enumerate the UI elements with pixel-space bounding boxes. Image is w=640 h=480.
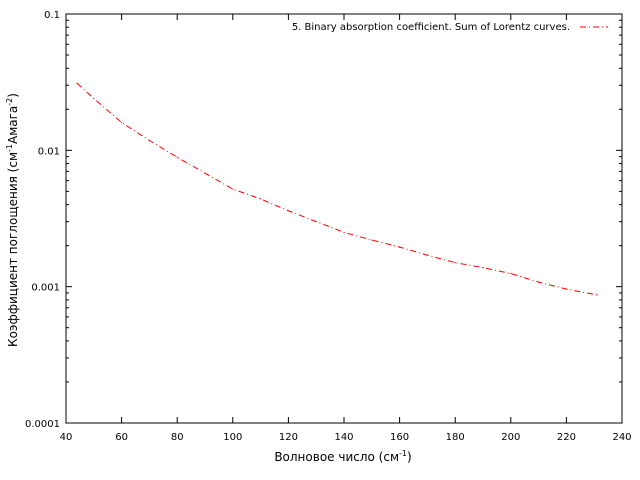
y-tick-label: 0.01 xyxy=(38,146,60,157)
data-point xyxy=(538,281,540,283)
x-tick-label: 240 xyxy=(612,432,631,443)
x-tick-label: 200 xyxy=(501,432,520,443)
x-tick-label: 60 xyxy=(115,432,128,443)
data-point xyxy=(426,254,428,256)
y-axis-title-sup2: -2 xyxy=(5,98,14,106)
data-point xyxy=(371,239,373,241)
x-tick-label: 180 xyxy=(446,432,465,443)
legend-label: 5. Binary absorption coefficient. Sum of… xyxy=(292,22,570,33)
data-point xyxy=(204,172,206,174)
data-point xyxy=(454,262,456,264)
y-tick-label: 0.1 xyxy=(44,10,60,21)
data-point xyxy=(260,198,262,200)
series-layer xyxy=(76,82,598,296)
data-point xyxy=(510,272,512,275)
data-point xyxy=(121,121,123,124)
x-tick-label: 120 xyxy=(279,432,298,443)
y-axis-title-part3: ) xyxy=(6,93,20,98)
series-line xyxy=(76,82,598,296)
legend: 5. Binary absorption coefficient. Sum of… xyxy=(292,22,608,33)
y-tick-label: 0.001 xyxy=(31,283,60,294)
x-axis-title-tail: ) xyxy=(407,450,412,464)
x-axis-title-sup: -1 xyxy=(399,449,407,458)
data-point xyxy=(232,188,234,190)
x-tick-label: 160 xyxy=(390,432,409,443)
data-point xyxy=(176,156,178,158)
data-point xyxy=(287,210,289,212)
data-point xyxy=(315,221,317,223)
y-axis-title: Коэффициент поглощения (см-1Амага-2) xyxy=(5,93,20,347)
data-point xyxy=(399,246,401,248)
data-point xyxy=(93,97,95,100)
x-tick-label: 220 xyxy=(557,432,576,443)
y-axis-title-part1: Коэффициент поглощения (см xyxy=(6,152,20,347)
y-axis-ticks: 0.0001 0.001 0.01 0.1 xyxy=(25,10,622,430)
data-point xyxy=(482,266,484,269)
x-axis-ticks: 40 60 80 100 120 140 160 180 200 220 240 xyxy=(60,14,632,443)
plot-frame xyxy=(65,13,623,424)
x-axis-title-main: Волновое число (см xyxy=(274,450,399,464)
y-axis-title-sup1: -1 xyxy=(5,144,14,152)
data-point xyxy=(148,139,150,142)
y-tick-label: 0.0001 xyxy=(25,419,60,430)
data-point xyxy=(596,294,598,296)
x-tick-label: 140 xyxy=(334,432,353,443)
x-axis-title: Волновое число (см-1) xyxy=(274,449,411,464)
data-point xyxy=(565,288,568,290)
data-point xyxy=(76,82,78,84)
y-axis-title-part2: Амага xyxy=(6,106,20,144)
x-tick-label: 40 xyxy=(60,432,73,443)
data-point xyxy=(343,231,345,234)
x-tick-label: 100 xyxy=(223,432,242,443)
x-tick-label: 80 xyxy=(171,432,184,443)
